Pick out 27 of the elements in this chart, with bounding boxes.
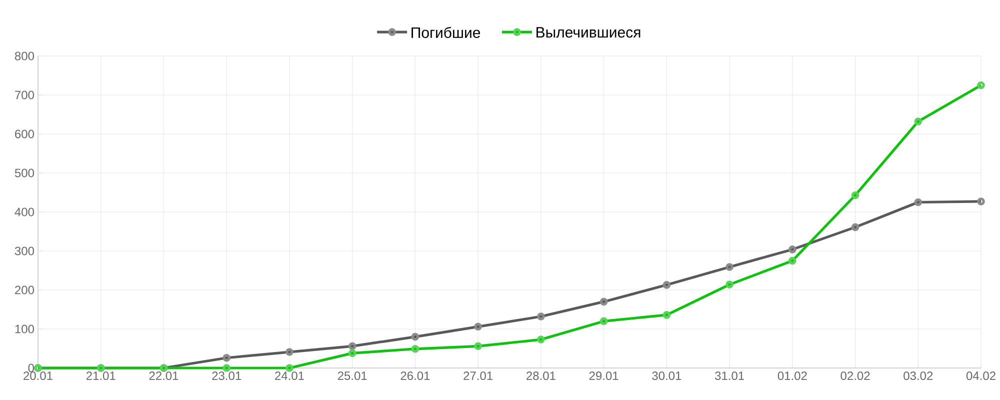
x-tick-label: 23.01 (212, 372, 242, 380)
legend-label: Погибшие (412, 26, 480, 38)
x-tick-label: 03.02 (904, 372, 933, 380)
x-tick-label: 30.01 (652, 372, 682, 380)
x-tick-label: 04.02 (966, 372, 996, 380)
y-tick-label: 100 (15, 324, 34, 334)
x-tick-label: 26.01 (400, 372, 430, 380)
x-tick-label: 31.01 (714, 372, 744, 380)
x-tick-label: 24.01 (275, 372, 304, 380)
x-tick-label: 01.02 (778, 372, 807, 380)
x-tick-label: 28.01 (526, 372, 556, 380)
y-tick-label: 600 (15, 130, 34, 138)
y-tick-label: 300 (14, 246, 34, 256)
y-tick-label: 200 (15, 286, 34, 294)
x-tick-label: 21.01 (86, 372, 116, 380)
x-tick-label: 25.01 (338, 372, 367, 380)
y-tick-label: 500 (14, 168, 34, 178)
x-tick-label: 02.02 (840, 372, 870, 380)
x-tick-label: 27.01 (464, 372, 492, 380)
x-tick-label: 22.01 (149, 372, 178, 380)
y-tick-label: 0 (28, 364, 34, 372)
x-tick-label: 20.01 (24, 372, 52, 380)
x-tick-label: 29.01 (589, 372, 618, 380)
y-tick-label: 800 (14, 52, 34, 60)
y-tick-label: 700 (15, 90, 34, 100)
y-tick-label: 400 (14, 208, 34, 216)
legend-label: Вылечившиеся (536, 27, 640, 38)
